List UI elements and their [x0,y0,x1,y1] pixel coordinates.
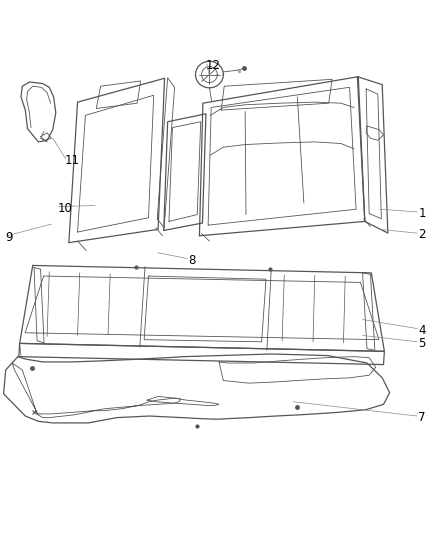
Text: 5: 5 [418,337,426,350]
Text: 9: 9 [6,231,13,244]
Text: 1: 1 [418,207,426,220]
Text: 12: 12 [206,59,221,71]
Text: 2: 2 [418,228,426,241]
Text: 4: 4 [418,324,426,337]
Text: 7: 7 [418,411,426,424]
Text: 10: 10 [58,201,73,215]
Text: 8: 8 [188,254,196,266]
Text: 11: 11 [64,154,79,167]
